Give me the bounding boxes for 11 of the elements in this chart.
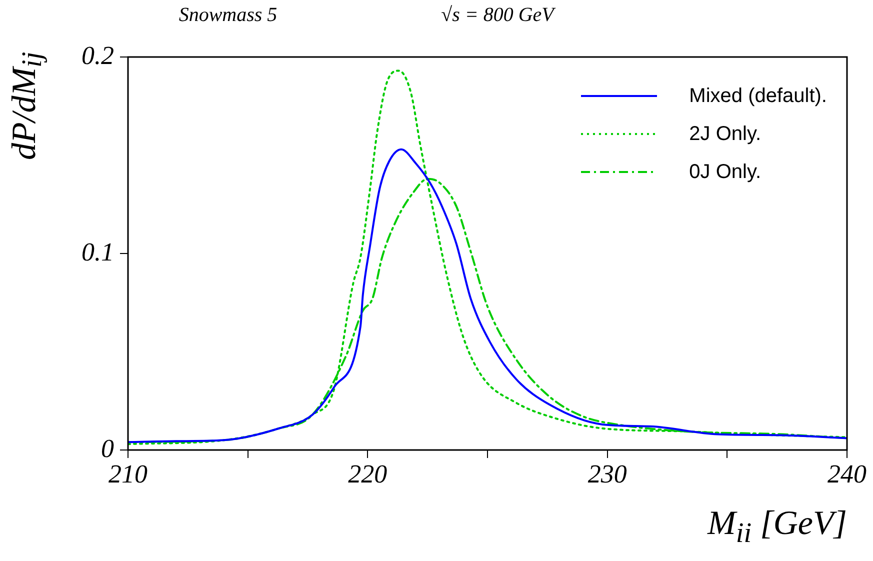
y-tick-label: 0.1: [82, 237, 114, 266]
x-axis-title: M$_{ii}$ [GeV]: [708, 505, 847, 549]
text: Snowmass 5: [178, 4, 278, 27]
x-tick-label: 220: [348, 459, 388, 488]
legend-label: Mixed (default).: [689, 84, 827, 108]
text: √s = 800 GeV: [441, 4, 554, 27]
x-tick-label: 240: [828, 459, 866, 488]
legend-label: 2J Only.: [689, 122, 762, 146]
legend-label: 0J Only.: [689, 160, 762, 184]
y-tick-label: 0.2: [82, 40, 114, 70]
x-tick-label: 230: [588, 459, 627, 488]
